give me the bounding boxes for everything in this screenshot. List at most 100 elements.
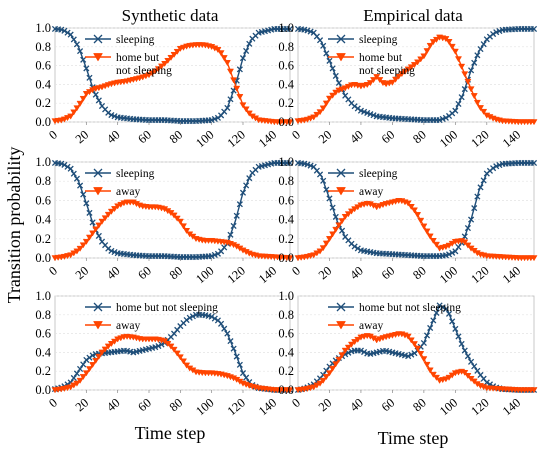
data-point xyxy=(233,353,240,360)
data-point xyxy=(286,255,294,262)
legend-label: away xyxy=(116,186,141,198)
series-line xyxy=(297,36,534,123)
data-point xyxy=(448,43,456,50)
data-point xyxy=(95,353,103,360)
x-tick-label: 120 xyxy=(468,396,491,419)
x-tick-label: 120 xyxy=(468,128,491,151)
data-point xyxy=(474,367,481,374)
data-point xyxy=(388,79,396,86)
data-point xyxy=(398,71,406,78)
legend-marker xyxy=(93,187,103,196)
data-point xyxy=(326,195,333,202)
data-point xyxy=(310,252,318,259)
data-point xyxy=(530,25,538,32)
data-point xyxy=(230,77,238,84)
y-tick-label: 0.6 xyxy=(278,193,294,207)
x-tick-label: 40 xyxy=(347,264,366,283)
data-point xyxy=(101,346,109,353)
data-point xyxy=(354,204,362,211)
data-point xyxy=(344,211,352,218)
data-point xyxy=(170,51,178,58)
x-tick-label: 100 xyxy=(193,128,216,151)
data-point xyxy=(357,347,364,354)
y-tick-label: 0.0 xyxy=(35,383,51,397)
data-point xyxy=(230,345,237,352)
x-tick-label: 0 xyxy=(289,396,303,411)
data-point xyxy=(77,48,84,55)
data-point xyxy=(319,105,327,112)
x-tick-label: 80 xyxy=(167,264,186,283)
y-tick-label: 0.2 xyxy=(278,364,294,378)
data-point xyxy=(313,111,321,118)
data-point xyxy=(474,52,481,59)
y-tick-label: 0.2 xyxy=(278,232,294,246)
data-point xyxy=(98,349,106,356)
data-point xyxy=(67,113,75,120)
data-point xyxy=(316,171,324,178)
legend-marker xyxy=(336,53,346,62)
data-point xyxy=(442,306,449,313)
x-tick-label: 20 xyxy=(73,396,92,415)
data-point xyxy=(455,100,462,108)
legend-label: away xyxy=(359,320,384,332)
data-point xyxy=(242,106,250,113)
data-point xyxy=(344,344,352,351)
legend-label: sleeping xyxy=(359,168,398,180)
data-point xyxy=(477,45,484,53)
data-point xyxy=(67,384,75,391)
data-point xyxy=(410,62,418,69)
data-point xyxy=(82,370,90,377)
data-point xyxy=(338,218,346,225)
data-point xyxy=(414,59,422,66)
data-point xyxy=(471,205,478,212)
x-tick-label: 60 xyxy=(135,396,154,415)
data-point xyxy=(79,374,87,381)
data-point xyxy=(401,68,409,75)
data-point xyxy=(530,387,538,394)
data-point xyxy=(449,318,456,325)
data-point xyxy=(426,42,434,49)
data-point xyxy=(316,109,324,116)
data-point xyxy=(452,325,459,332)
data-point xyxy=(427,324,434,332)
legend-label: home but xyxy=(359,52,403,64)
data-point xyxy=(145,72,153,79)
data-point xyxy=(220,55,228,62)
data-point xyxy=(73,380,81,387)
data-point xyxy=(104,343,112,350)
data-point xyxy=(286,25,294,32)
data-point xyxy=(179,223,188,230)
y-tick-label: 1.0 xyxy=(35,289,51,303)
data-point xyxy=(417,56,425,63)
data-point xyxy=(164,57,172,64)
x-tick-label: 100 xyxy=(193,396,216,419)
legend-label: away xyxy=(359,186,384,198)
data-point xyxy=(322,240,330,247)
data-point xyxy=(354,245,361,252)
data-point xyxy=(461,347,468,354)
x-tick-label: 40 xyxy=(347,396,366,415)
data-point xyxy=(80,191,87,198)
data-point xyxy=(319,377,327,384)
data-point xyxy=(429,39,437,46)
data-point xyxy=(455,333,462,340)
data-point xyxy=(335,222,343,229)
data-point xyxy=(329,231,337,238)
legend-entry: away xyxy=(328,320,384,332)
x-tick-label: 140 xyxy=(256,128,279,151)
data-point xyxy=(89,219,96,226)
data-point xyxy=(458,94,465,101)
y-tick-label: 0.8 xyxy=(35,174,51,188)
x-tick-label: 40 xyxy=(104,396,123,415)
data-point xyxy=(80,56,87,63)
data-point xyxy=(410,341,418,348)
data-point xyxy=(341,213,349,221)
x-tick-label: 120 xyxy=(225,128,248,151)
data-point xyxy=(432,374,440,381)
x-tick-label: 80 xyxy=(410,396,429,415)
data-point xyxy=(332,213,339,220)
series-blue xyxy=(51,25,294,125)
data-point xyxy=(176,354,184,361)
data-point xyxy=(316,248,324,255)
